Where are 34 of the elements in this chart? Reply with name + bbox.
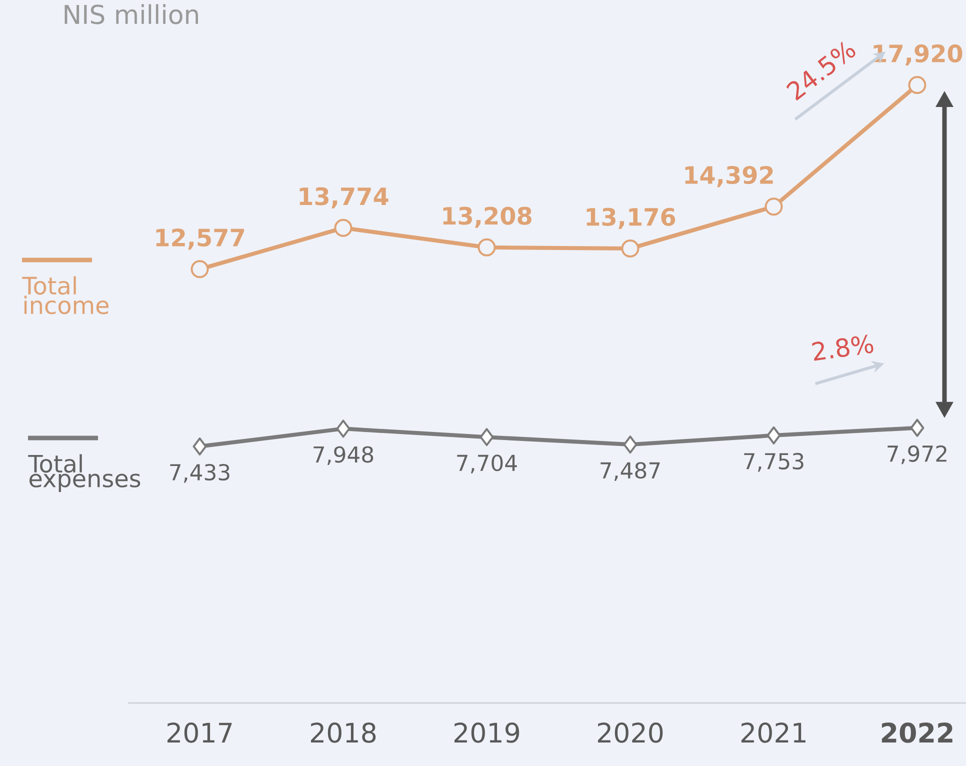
point [480, 428, 494, 446]
x-tick-label: 2020 [598, 722, 663, 743]
annotation: 2.8% [812, 334, 874, 361]
data-label: 7,487 [600, 462, 660, 481]
data-label: 14,392 [685, 166, 773, 188]
x-tick-label: 2022 [882, 722, 952, 743]
point [908, 76, 926, 94]
point [621, 240, 640, 258]
legend-label: Total income [22, 276, 109, 314]
x-tick-label: 2017 [167, 722, 232, 743]
x-tick-label: 2018 [310, 722, 376, 743]
point [336, 420, 350, 438]
point [764, 198, 783, 216]
x-tick-label: 2019 [454, 722, 520, 743]
point [910, 418, 924, 437]
legend-label: Total expenses [28, 454, 140, 492]
data-label: 17,920 [874, 44, 962, 66]
point [192, 437, 207, 456]
point [478, 238, 496, 256]
data-label: 13,774 [300, 187, 388, 208]
point [190, 260, 209, 278]
data-label: 13,208 [443, 206, 532, 228]
data-label: 7,972 [888, 445, 946, 464]
data-label: 7,948 [314, 446, 374, 466]
data-label: 12,577 [156, 228, 244, 250]
data-label: 7,704 [457, 454, 517, 474]
point [334, 218, 352, 237]
x-tick-label: 2021 [741, 722, 806, 743]
data-label: 7,433 [170, 464, 230, 483]
point [766, 426, 781, 444]
chart-title: NIS million [64, 4, 198, 24]
point [623, 436, 638, 454]
data-label: 13,176 [586, 208, 676, 229]
data-label: 7,753 [744, 452, 804, 472]
